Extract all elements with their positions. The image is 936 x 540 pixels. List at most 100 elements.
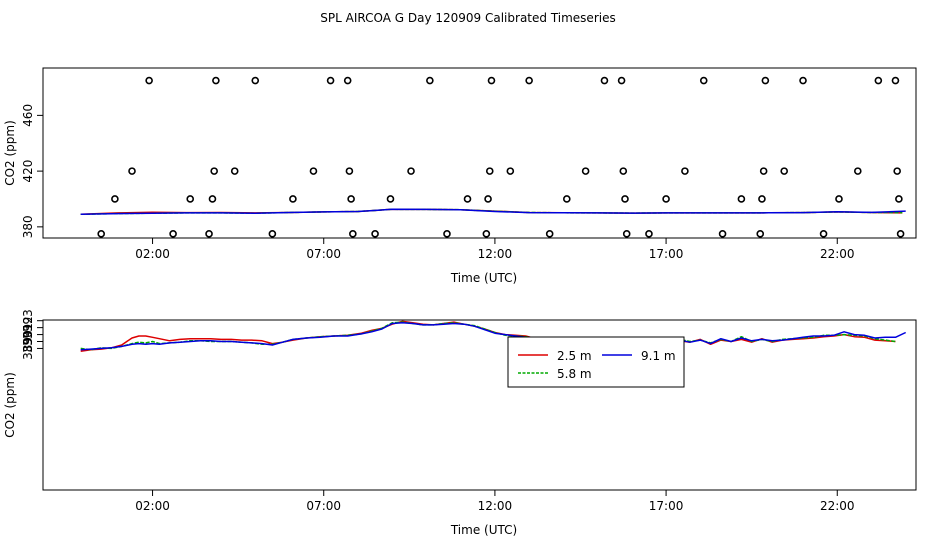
top-series-9-1-m	[80, 208, 906, 216]
calibration-point	[208, 195, 217, 203]
calibration-point	[874, 76, 883, 85]
calibration-point	[799, 76, 807, 85]
calibration-point	[617, 76, 626, 85]
calibration-point	[169, 230, 177, 238]
calibration-point	[426, 76, 434, 85]
calibration-point	[581, 167, 590, 175]
calibration-point	[718, 230, 727, 238]
calibration-point	[463, 195, 472, 203]
calibration-point	[895, 195, 903, 203]
bottom-x-tick-label: 22:00	[820, 499, 855, 513]
bottom-plot-frame	[42, 319, 917, 491]
calibration-point	[386, 195, 395, 203]
bottom-series-2-5-m	[80, 320, 896, 352]
bottom-x-tick-label: 07:00	[306, 499, 341, 513]
top-x-tick-label: 17:00	[649, 247, 684, 261]
bottom-panel: 02:00 07:00 12:00 17:00 22:00 389390391392393…	[3, 309, 917, 537]
calibration-point	[345, 167, 354, 175]
calibration-point	[780, 167, 788, 175]
top-x-tick-label: 22:00	[820, 247, 855, 261]
top-y-tick-label: 460	[21, 104, 35, 127]
calibration-point	[484, 195, 492, 203]
top-axes: 02:00 07:00 12:00 17:00 22:00 380 420 460	[21, 104, 855, 261]
calibration-point	[835, 195, 843, 203]
calibration-point	[759, 167, 768, 175]
calibration-point	[621, 195, 629, 203]
bottom-x-tick-label: 12:00	[478, 499, 513, 513]
calibration-point	[128, 167, 136, 175]
calibration-point	[737, 195, 746, 203]
bottom-series-5-8-m	[80, 321, 896, 351]
legend-label-5-8m: 5.8 m	[557, 367, 592, 381]
top-x-tick-label: 12:00	[478, 247, 513, 261]
calibration-point	[309, 167, 318, 175]
calibration-point	[343, 76, 352, 85]
calibration-point	[371, 230, 379, 238]
bottom-series-9-1-m	[80, 322, 907, 351]
calibration-point	[251, 76, 260, 85]
top-plot-frame	[42, 67, 917, 239]
top-x-tick-label: 02:00	[135, 247, 170, 261]
calibration-point	[662, 195, 670, 203]
bottom-y-tick-label: 390	[21, 330, 35, 353]
bottom-x-axis-label: Time (UTC)	[450, 523, 517, 537]
calibration-point	[506, 167, 515, 175]
calibration-point	[326, 76, 335, 85]
calibration-point	[347, 195, 355, 203]
legend-label-2-5m: 2.5 m	[557, 349, 592, 363]
calibration-point	[97, 230, 105, 238]
legend-box	[507, 336, 685, 388]
calibration-point	[619, 167, 628, 175]
top-y-axis-label: CO2 (ppm)	[3, 120, 17, 186]
bottom-y-tick-label: 392	[21, 316, 35, 339]
chart-title: SPL AIRCOA G Day 120909 Calibrated Times…	[320, 11, 615, 25]
calibration-point	[407, 167, 415, 175]
calibration-point	[145, 76, 153, 85]
top-x-axis-label: Time (UTC)	[450, 271, 517, 285]
calibration-point	[186, 195, 195, 203]
calibration-point	[205, 230, 213, 238]
calibration-point	[761, 76, 770, 85]
calibration-point	[268, 230, 277, 238]
calibration-point	[545, 230, 554, 238]
calibration-point	[893, 167, 901, 175]
bottom-y-tick-label: 391	[21, 323, 35, 346]
calibration-point	[645, 230, 653, 238]
calibration-point	[349, 230, 357, 238]
top-y-tick-label: 420	[21, 160, 35, 183]
calibration-point	[819, 230, 828, 238]
bottom-x-tick-label: 02:00	[135, 499, 170, 513]
calibration-point	[230, 167, 239, 175]
top-series-lines	[80, 208, 906, 216]
calibration-point	[525, 76, 533, 85]
calibration-point	[210, 167, 218, 175]
bottom-y-axis-label: CO2 (ppm)	[3, 372, 17, 438]
bottom-series-lines	[80, 320, 907, 352]
calibration-point	[600, 76, 609, 85]
top-calibration-points	[97, 76, 905, 238]
calibration-point	[699, 76, 708, 85]
calibration-point	[891, 76, 900, 85]
calibration-point	[212, 76, 220, 85]
calibration-point	[487, 76, 496, 85]
calibration-point	[443, 230, 451, 238]
legend: 2.5 m 9.1 m 5.8 m	[507, 336, 685, 388]
bottom-y-tick-label: 389	[21, 337, 35, 360]
calibration-point	[562, 195, 571, 203]
top-y-tick-label: 380	[21, 215, 35, 238]
calibration-point	[289, 195, 297, 203]
calibration-point	[896, 230, 905, 238]
bottom-y-tick-label: 393	[21, 309, 35, 332]
calibration-point	[622, 230, 631, 238]
calibration-point	[758, 195, 766, 203]
top-x-tick-label: 07:00	[306, 247, 341, 261]
calibration-point	[681, 167, 689, 175]
calibration-point	[853, 167, 862, 175]
bottom-x-tick-label: 17:00	[649, 499, 684, 513]
legend-label-9-1m: 9.1 m	[641, 349, 676, 363]
calibration-point	[756, 230, 765, 238]
calibration-point	[111, 195, 119, 203]
top-panel: 02:00 07:00 12:00 17:00 22:00 380 420 460 Time …	[3, 67, 917, 285]
